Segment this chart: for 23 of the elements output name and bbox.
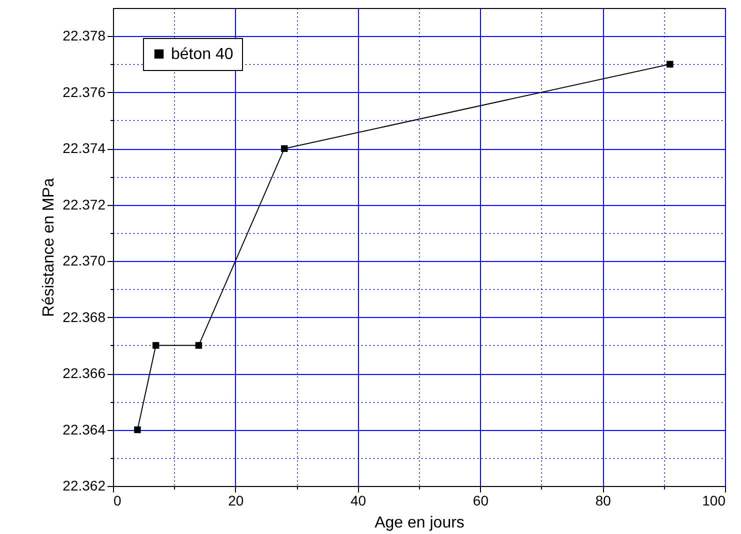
y-tick-label: 22.366 — [62, 365, 106, 382]
x-tick-label: 0 — [114, 492, 122, 508]
y-tick-label: 22.364 — [62, 421, 106, 438]
x-tick-label: 100 — [702, 492, 726, 508]
x-tick-label: 80 — [595, 492, 612, 508]
y-tick-label: 22.370 — [62, 252, 106, 269]
x-tick-label: 20 — [228, 492, 244, 508]
point — [195, 342, 202, 349]
y-tick-label: 22.374 — [62, 140, 106, 156]
y-tick-label: 22.378 — [62, 28, 106, 44]
point — [281, 145, 288, 152]
y-axis-title: Résistance en MPa — [40, 178, 58, 317]
x-tick-label: 40 — [350, 492, 366, 508]
y-tick-label: 22.368 — [62, 308, 106, 325]
point — [152, 342, 160, 349]
legend-label: béton 40 — [171, 46, 234, 63]
point — [666, 60, 674, 68]
x-tick-label: 60 — [472, 492, 489, 508]
x-axis-title: Age en jours — [374, 514, 464, 532]
y-tick-label: 22.372 — [62, 196, 106, 212]
point — [134, 426, 141, 434]
y-tick-label: 22.362 — [62, 478, 106, 494]
y-tick-label: 22.376 — [62, 84, 106, 100]
